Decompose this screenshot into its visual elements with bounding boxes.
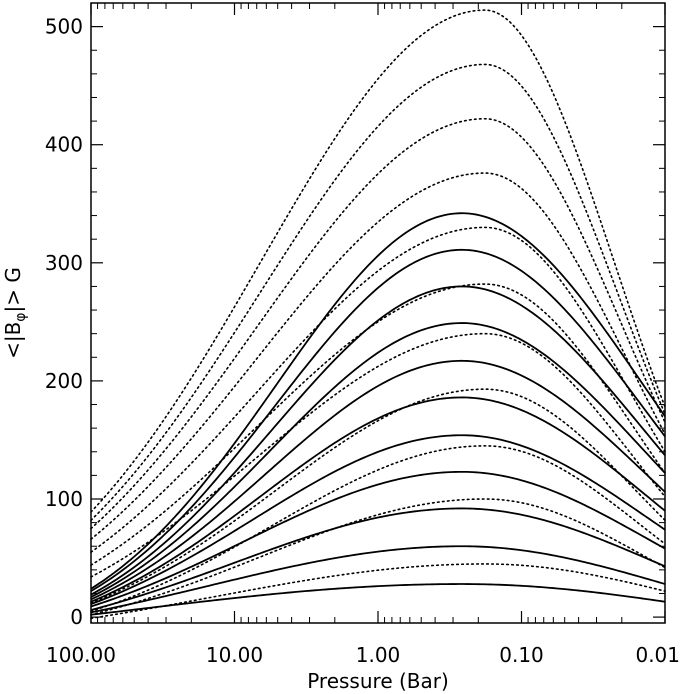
dotted-curve-17 (90, 226, 666, 553)
x-tick-label: 0.01 (635, 643, 680, 667)
y-axis-label: <|Bφ|> G (1, 267, 29, 359)
x-tick-label: 100.00 (46, 643, 116, 667)
dotted-curve-21 (90, 9, 666, 513)
dotted-curve-12 (90, 498, 666, 616)
dotted-curve-14 (90, 388, 666, 604)
y-tick-label: 0 (70, 605, 83, 629)
solid-curve-7 (90, 322, 666, 598)
solid-curve-10 (90, 212, 666, 590)
x-tick-label: 10.00 (206, 643, 263, 667)
solid-curve-2 (90, 507, 666, 611)
x-tick-label: 0.10 (499, 643, 544, 667)
dotted-curve-18 (90, 172, 666, 540)
solid-curve-3 (90, 470, 666, 608)
dotted-curve-16 (90, 283, 666, 566)
solid-curve-8 (90, 285, 666, 596)
y-tick-label: 300 (45, 251, 83, 275)
solid-curve-6 (90, 359, 666, 601)
y-tick-label: 100 (45, 487, 83, 511)
solid-curve-4 (90, 434, 666, 605)
dotted-curve-11 (90, 563, 666, 620)
y-tick-label: 400 (45, 133, 83, 157)
x-axis-label: Pressure (Bar) (307, 669, 449, 693)
x-axis: 100.00 10.00 1.00 0.10 0.01 (46, 3, 680, 667)
curves (90, 9, 666, 620)
dotted-curve-19 (90, 117, 666, 530)
y-axis: 0 100 200 300 400 500 (45, 15, 665, 629)
plot-frame (90, 2, 666, 624)
solid-curve-1 (90, 545, 666, 614)
dotted-curve-15 (90, 332, 666, 578)
solid-curve-0 (90, 583, 666, 616)
dotted-curve-20 (90, 63, 666, 522)
solid-curve-9 (90, 248, 666, 592)
x-tick-label: 1.00 (356, 643, 401, 667)
y-tick-label: 500 (45, 15, 83, 39)
dotted-curve-13 (90, 445, 666, 612)
y-tick-label: 200 (45, 369, 83, 393)
solid-curve-5 (90, 396, 666, 603)
